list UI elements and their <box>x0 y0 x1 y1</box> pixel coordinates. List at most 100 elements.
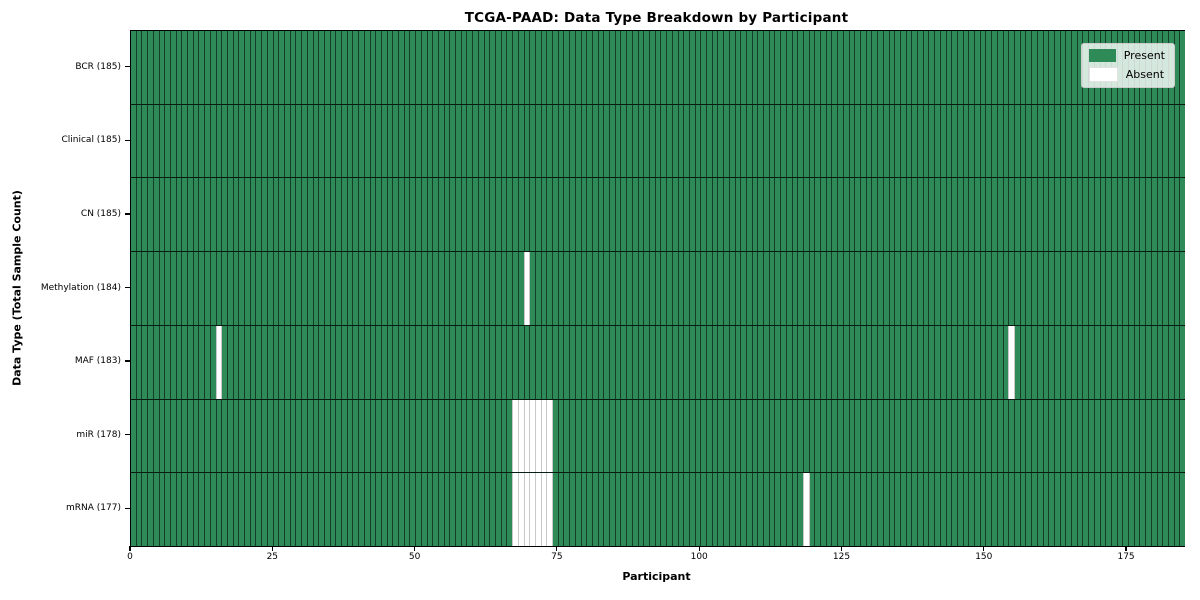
present-cell <box>1173 325 1180 399</box>
present-cell <box>380 325 387 399</box>
present-cell <box>745 178 752 252</box>
present-cell <box>449 399 456 473</box>
present-cell <box>249 31 256 104</box>
present-cell <box>1133 104 1140 178</box>
present-cell <box>740 104 746 178</box>
present-cell <box>369 473 376 547</box>
present-cell <box>215 399 222 473</box>
present-cell <box>192 473 199 547</box>
present-cell <box>888 178 895 252</box>
present-cell <box>557 104 564 178</box>
present-cell <box>740 473 746 547</box>
present-cell <box>745 31 752 104</box>
present-cell <box>1179 104 1186 178</box>
present-cell <box>529 325 535 399</box>
present-cell <box>956 104 963 178</box>
present-cell <box>1128 325 1134 399</box>
y-tick-label: BCR (185) <box>75 61 121 72</box>
present-cell <box>648 325 655 399</box>
present-cell <box>261 399 267 473</box>
present-cell <box>1036 473 1043 547</box>
present-cell <box>289 252 296 325</box>
present-cell <box>466 104 473 178</box>
present-cell <box>882 104 889 178</box>
present-cell <box>1082 473 1089 547</box>
present-cell <box>352 252 359 325</box>
present-cell <box>1059 31 1066 104</box>
present-cell <box>706 178 712 252</box>
present-cell <box>266 252 273 325</box>
present-cell <box>369 178 376 252</box>
present-cell <box>1116 399 1123 473</box>
present-cell <box>152 399 159 473</box>
present-cell <box>147 252 153 325</box>
present-cell <box>591 252 598 325</box>
present-cell <box>1031 31 1037 104</box>
present-cell <box>477 31 484 104</box>
present-cell <box>489 252 495 325</box>
present-cell <box>1082 178 1089 252</box>
present-cell <box>728 399 735 473</box>
present-cell <box>272 473 279 547</box>
present-cell <box>181 325 188 399</box>
present-cell <box>1059 178 1066 252</box>
present-cell <box>506 399 513 473</box>
present-cell <box>791 178 798 252</box>
present-cell <box>860 399 866 473</box>
present-cell <box>312 104 319 178</box>
present-cell <box>831 31 838 104</box>
present-cell <box>232 31 239 104</box>
present-cell <box>603 325 610 399</box>
present-cell <box>1133 325 1140 399</box>
present-cell <box>820 178 826 252</box>
present-cell <box>563 399 570 473</box>
present-cell <box>1048 399 1054 473</box>
present-cell <box>780 399 786 473</box>
present-cell <box>523 104 530 178</box>
present-cell <box>996 473 1003 547</box>
present-cell <box>472 178 478 252</box>
present-cell <box>917 325 923 399</box>
present-cell <box>415 325 421 399</box>
present-cell <box>899 31 906 104</box>
present-cell <box>1093 104 1100 178</box>
present-cell <box>1013 104 1020 178</box>
present-cell <box>591 325 598 399</box>
present-cell <box>392 252 399 325</box>
present-cell <box>392 31 399 104</box>
present-cell <box>939 31 946 104</box>
present-cell <box>131 252 136 325</box>
present-cell <box>306 31 313 104</box>
present-cell <box>278 399 284 473</box>
present-cell <box>1019 178 1026 252</box>
present-cell <box>666 399 672 473</box>
x-tick-label: 175 <box>1117 552 1135 562</box>
present-cell <box>409 325 416 399</box>
present-cell <box>820 473 826 547</box>
present-cell <box>723 473 729 547</box>
absent-cell <box>540 399 547 473</box>
present-cell <box>962 31 969 104</box>
present-cell <box>711 31 718 104</box>
present-cell <box>238 325 245 399</box>
present-cell <box>985 104 992 178</box>
present-cell <box>312 31 319 104</box>
present-cell <box>1122 178 1129 252</box>
present-cell <box>232 178 239 252</box>
present-cell <box>700 399 707 473</box>
present-cell <box>979 104 986 178</box>
present-cell <box>329 473 336 547</box>
present-cell <box>266 473 273 547</box>
present-cell <box>768 325 775 399</box>
present-cell <box>660 325 667 399</box>
present-cell <box>392 104 399 178</box>
present-cell <box>871 473 878 547</box>
present-cell <box>802 399 809 473</box>
present-cell <box>283 31 290 104</box>
heatmap-row-maf <box>131 324 1186 399</box>
present-cell <box>951 252 957 325</box>
present-cell <box>403 178 410 252</box>
absent-cell <box>546 473 553 547</box>
present-cell <box>854 325 860 399</box>
present-cell <box>706 252 712 325</box>
